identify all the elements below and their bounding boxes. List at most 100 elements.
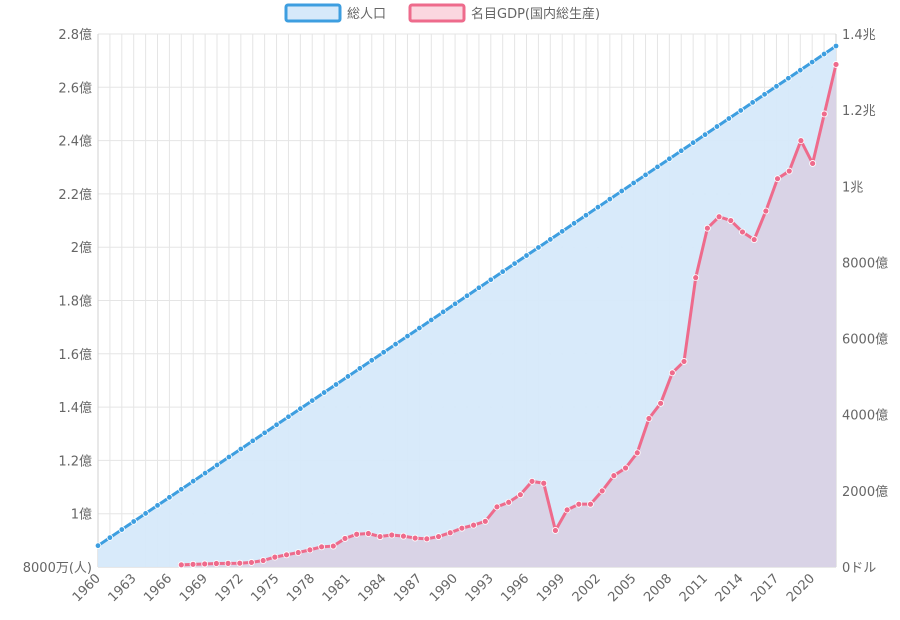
legend-item-gdp[interactable]: 名目GDP(国内総生産): [408, 3, 600, 23]
point-population-1967: [178, 486, 185, 493]
point-population-2003: [606, 195, 614, 203]
point-population-2020: [808, 58, 816, 66]
point-gdp-2004: [610, 472, 618, 480]
point-population-1974: [261, 429, 268, 437]
point-population-1994: [499, 268, 506, 275]
point-gdp-1983: [364, 530, 372, 537]
point-gdp-1975: [271, 553, 279, 561]
point-gdp-1993: [481, 517, 489, 525]
x-tick-label: 2020: [784, 571, 818, 605]
point-gdp-2022: [820, 110, 828, 118]
point-population-2022: [832, 42, 840, 50]
point-gdp-2020: [797, 137, 805, 145]
y-left-tick-label: 1.4億: [58, 400, 92, 416]
point-population-2006: [642, 171, 649, 179]
y-right-tick-label: 1.4兆: [842, 28, 876, 43]
point-population-1971: [225, 453, 233, 461]
point-gdp-2002: [587, 500, 594, 508]
point-gdp-1999: [552, 527, 559, 534]
point-population-2008: [666, 155, 673, 163]
point-gdp-1971: [224, 559, 232, 567]
y-left-tick-label: 1.6億: [58, 347, 92, 363]
y-axis-left: 8000万(人) 1億 1.2億 1.4億 1.6億 1.8億 2億 2.2億 2.4億 2.6億…: [23, 27, 92, 576]
point-population-1976: [285, 413, 292, 420]
point-population-2015: [749, 99, 756, 106]
point-population-2018: [785, 75, 792, 82]
point-gdp-1976: [283, 551, 290, 559]
x-tick-label: 2005: [605, 571, 639, 605]
y-left-tick-label: 1.8億: [58, 294, 92, 310]
y-axis-right: 0ドル 2000億 4000億 6000億 8000億 1兆 1.2兆 1.4兆: [842, 28, 888, 576]
point-gdp-2014: [727, 217, 735, 224]
point-gdp-2009: [668, 369, 676, 377]
x-tick-label: 1987: [391, 571, 425, 605]
point-population-1968: [190, 478, 197, 485]
point-gdp-1978: [306, 546, 314, 554]
y-left-tick-label: 2.4億: [58, 134, 92, 150]
point-gdp-1986: [400, 532, 407, 540]
point-population-1961: [106, 534, 114, 541]
legend-item-population[interactable]: 総人口: [284, 3, 386, 23]
point-gdp-1997: [528, 477, 536, 485]
y-right-tick-label: 2000億: [842, 484, 888, 500]
point-population-1985: [392, 340, 399, 348]
point-gdp-1985: [388, 531, 396, 539]
x-tick-label: 1981: [320, 571, 354, 605]
y-left-tick-label: 1.2億: [58, 453, 92, 469]
point-population-1979: [320, 389, 328, 396]
legend-swatch-gdp: [408, 3, 466, 23]
x-tick-label: 1975: [248, 571, 282, 605]
point-gdp-2003: [598, 487, 606, 495]
y-left-tick-label: 2億: [71, 240, 92, 256]
x-tick-label: 1984: [355, 571, 389, 605]
point-gdp-2006: [633, 449, 641, 457]
point-gdp-2019: [785, 167, 793, 175]
point-gdp-1987: [411, 534, 419, 542]
legend[interactable]: 総人口 名目GDP(国内総生産): [284, 3, 600, 23]
x-tick-label: 2011: [677, 571, 711, 605]
point-population-1987: [416, 324, 423, 332]
point-gdp-1972: [236, 559, 244, 567]
point-population-1988: [428, 316, 435, 324]
point-gdp-1970: [212, 560, 220, 567]
point-gdp-2013: [715, 213, 723, 221]
point-population-2001: [582, 212, 590, 219]
point-population-2017: [773, 83, 780, 90]
y-right-tick-label: 1兆: [842, 180, 863, 195]
point-gdp-1996: [516, 491, 524, 499]
legend-label-population: 総人口: [347, 7, 386, 22]
x-tick-label: 2002: [570, 571, 604, 605]
point-population-2014: [737, 107, 744, 114]
point-population-1995: [511, 260, 518, 267]
point-population-1977: [297, 405, 304, 412]
point-population-1990: [451, 300, 459, 308]
point-gdp-1979: [318, 543, 326, 551]
point-population-2012: [713, 123, 721, 130]
x-tick-label: 1999: [534, 571, 568, 605]
x-tick-label: 1960: [70, 571, 104, 605]
point-population-1986: [404, 332, 411, 340]
point-population-2019: [797, 66, 804, 74]
point-gdp-2017: [762, 207, 770, 215]
point-population-2013: [725, 115, 733, 122]
x-tick-label: 1996: [498, 571, 532, 605]
point-gdp-1974: [259, 557, 267, 564]
point-population-1963: [130, 518, 137, 525]
point-population-1962: [118, 526, 126, 533]
x-tick-label: 2017: [748, 571, 782, 605]
point-population-1969: [201, 469, 209, 477]
y-right-tick-label: 0ドル: [842, 561, 876, 576]
series-points: [94, 42, 840, 569]
point-population-1983: [368, 357, 375, 364]
x-tick-label: 1972: [213, 571, 247, 605]
point-gdp-1984: [376, 533, 384, 540]
point-population-2009: [678, 147, 685, 154]
point-gdp-1994: [493, 503, 501, 511]
point-gdp-1973: [248, 559, 255, 566]
point-gdp-2000: [563, 506, 571, 514]
y-left-tick-label: 1億: [71, 507, 92, 523]
point-gdp-1989: [435, 533, 442, 540]
point-population-1970: [213, 461, 221, 469]
area-gdp: [181, 64, 837, 567]
